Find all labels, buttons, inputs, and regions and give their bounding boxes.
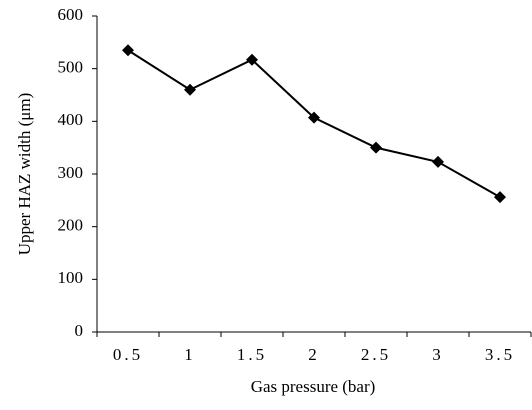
x-tick-label: 1.5 <box>237 345 267 364</box>
x-tick-label: 0.5 <box>113 345 143 364</box>
marker <box>122 44 134 57</box>
marker <box>184 83 196 96</box>
x-tick-label: 3.5 <box>485 345 515 364</box>
x-tick-label: 2 <box>308 345 320 364</box>
y-tick-label: 400 <box>58 110 84 129</box>
marker <box>308 111 320 124</box>
y-tick-label: 200 <box>58 216 84 235</box>
marker <box>494 191 506 204</box>
x-tick-label: 1 <box>184 345 196 364</box>
line <box>127 49 501 199</box>
y-tick-label: 100 <box>58 268 84 287</box>
y-tick-label: 0 <box>75 321 84 340</box>
x-axis-label: Gas pressure (bar) <box>251 377 376 396</box>
y-axis-label: Upper HAZ width (μm) <box>15 93 34 256</box>
x-tick-label: 2.5 <box>361 345 391 364</box>
y-tick-label: 300 <box>58 163 84 182</box>
marker <box>246 53 258 66</box>
marker <box>432 155 444 168</box>
y-tick-label: 500 <box>58 58 84 77</box>
x-tick-label: 3 <box>432 345 444 364</box>
y-tick-label: 600 <box>58 5 84 24</box>
marker <box>370 141 382 154</box>
